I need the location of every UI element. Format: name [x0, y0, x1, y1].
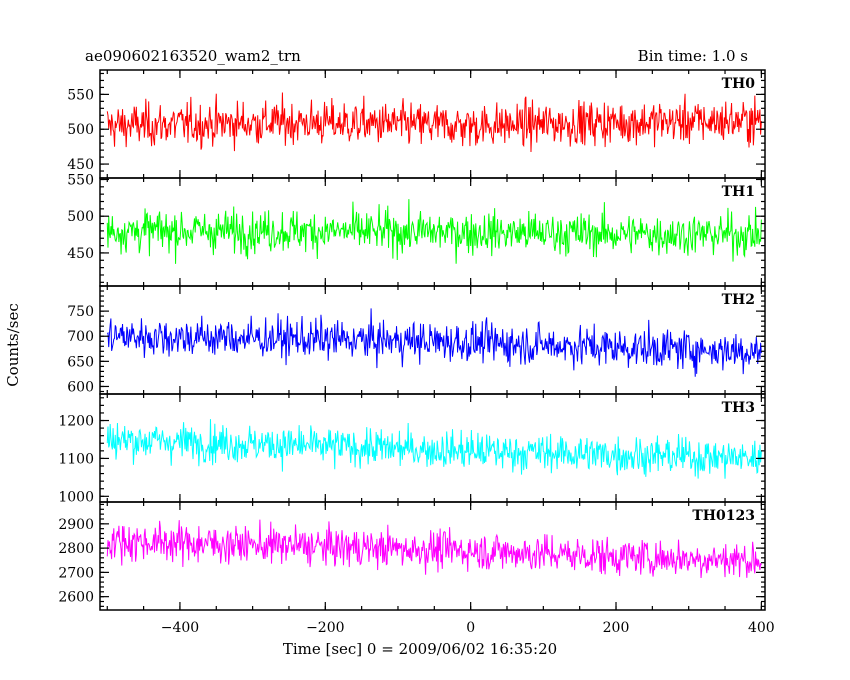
series-line-th2 [106, 308, 762, 377]
y-tick-label: 550 [67, 87, 94, 103]
y-tick-label: 500 [67, 209, 94, 225]
y-tick-label: 700 [67, 329, 94, 345]
y-axis-label: Counts/sec [4, 303, 22, 387]
y-tick-label: 2600 [58, 590, 94, 606]
panels-group: 450 500 550 TH0 450 500 550 TH1 600 650 700 750 TH2 1… [58, 69, 766, 611]
chart-title: ae090602163520_wam2_trn [85, 47, 301, 65]
x-tick-label: 0 [466, 620, 475, 636]
series-label-th0123: TH0123 [692, 508, 755, 524]
panel-th0123: 2600 2700 2800 2900 TH0123 [58, 501, 766, 611]
x-tick-label: 400 [748, 620, 775, 636]
series-label-th1: TH1 [722, 184, 755, 200]
x-axis-label: Time [sec] 0 = 2009/06/02 16:35:20 [283, 640, 557, 658]
x-axis: −400 −200 0 200 400 [161, 620, 775, 636]
x-tick-label: −200 [306, 620, 344, 636]
series-line-th0123 [106, 519, 762, 579]
y-tick-label: 2900 [58, 517, 94, 533]
y-tick-label: 450 [67, 246, 94, 262]
panel-th3: 1000 1100 1200 TH3 [58, 393, 766, 505]
series-label-th0: TH0 [722, 76, 756, 92]
y-tick-label: 650 [67, 354, 94, 370]
series-label-th2: TH2 [722, 292, 755, 308]
series-line-th0 [106, 92, 762, 152]
y-tick-label: 600 [67, 379, 94, 395]
y-tick-label: 2800 [58, 541, 94, 557]
x-tick-label: 200 [603, 620, 630, 636]
y-tick-label: 550 [67, 172, 94, 188]
panel-th0: 450 500 550 TH0 [67, 69, 766, 179]
bin-time-label: Bin time: 1.0 s [638, 47, 748, 65]
series-line-th3 [106, 419, 762, 479]
x-tick-label: −400 [161, 620, 199, 636]
series-label-th3: TH3 [722, 400, 755, 416]
y-tick-label: 1100 [58, 451, 94, 467]
panel-th1: 450 500 550 TH1 [67, 172, 766, 287]
y-tick-label: 750 [67, 304, 94, 320]
y-tick-label: 500 [67, 122, 94, 138]
panel-th2: 600 650 700 750 TH2 [67, 285, 766, 395]
panel-frame [99, 501, 766, 611]
y-tick-label: 450 [67, 157, 94, 173]
y-tick-label: 2700 [58, 565, 94, 581]
series-line-th1 [106, 199, 762, 264]
y-tick-label: 1200 [58, 414, 94, 430]
y-tick-label: 1000 [58, 489, 94, 505]
